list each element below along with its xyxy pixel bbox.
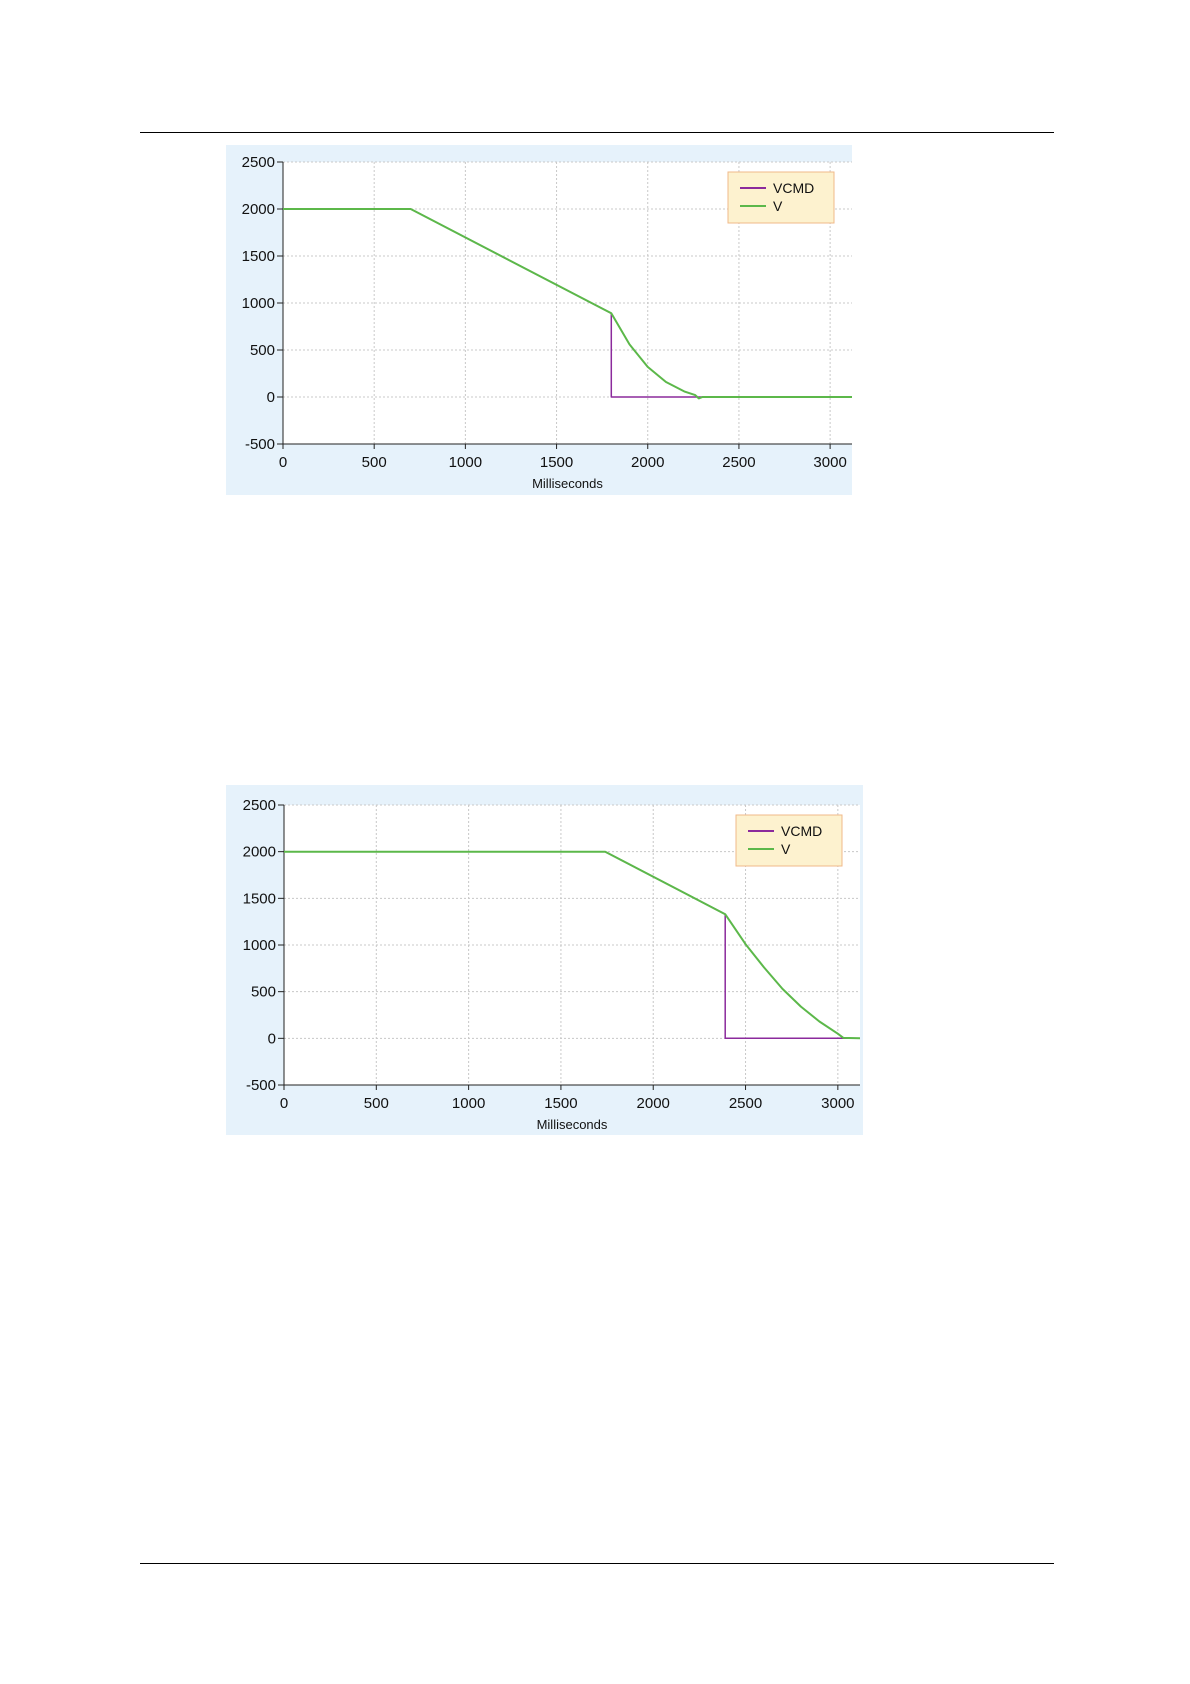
y-tick-label: 1000 [243,937,276,954]
legend-label: V [773,198,783,214]
x-tick-label: 1000 [449,454,482,471]
footer-rule [140,1563,1054,1564]
legend: VCMD V [735,814,843,867]
x-tick-label: 1000 [452,1095,485,1112]
velocity-chart-1: -500 0 500 1000 1500 2000 2500 0 500 1000 1500 2000… [226,145,852,495]
y-tick-label: 2000 [243,844,276,861]
series-line-v [283,208,852,400]
y-tick-label: 1500 [243,890,276,907]
legend: VCMD V [727,171,835,224]
velocity-chart-2: -500 0 500 1000 1500 2000 2500 0 500 1000 1500 2000… [226,785,863,1135]
x-tick-label: 500 [364,1095,389,1112]
legend-label: VCMD [773,180,814,196]
y-tick-label: 2500 [242,154,275,171]
x-tick-label: 2500 [729,1095,762,1112]
legend-box [727,171,835,224]
x-tick-label: 2000 [637,1095,670,1112]
header-rule [140,132,1054,133]
legend-box [735,814,843,867]
x-tick-label: 3000 [813,454,846,471]
legend-label: V [781,841,791,857]
y-tick-label: 2000 [242,201,275,218]
x-tick-label: 1500 [544,1095,577,1112]
series-line-v [284,850,860,1040]
y-tick-label: 1500 [242,248,275,265]
y-tick-label: 500 [251,984,276,1001]
y-tick-label: 500 [250,342,275,359]
y-tick-label: 0 [267,389,275,406]
y-tick-label: -500 [245,436,275,453]
x-tick-label: 2500 [722,454,755,471]
x-tick-label: 0 [279,454,287,471]
x-tick-label: 2000 [631,454,664,471]
x-axis-label: Milliseconds [537,1117,608,1132]
x-tick-label: 3000 [821,1095,854,1112]
x-tick-label: 0 [280,1095,288,1112]
x-tick-label: 500 [362,454,387,471]
x-axis-label: Milliseconds [532,476,603,491]
y-tick-label: 1000 [242,295,275,312]
y-tick-label: 2500 [243,797,276,814]
y-tick-label: 0 [268,1030,276,1047]
y-tick-label: -500 [246,1077,276,1094]
legend-label: VCMD [781,823,822,839]
x-tick-label: 1500 [540,454,573,471]
